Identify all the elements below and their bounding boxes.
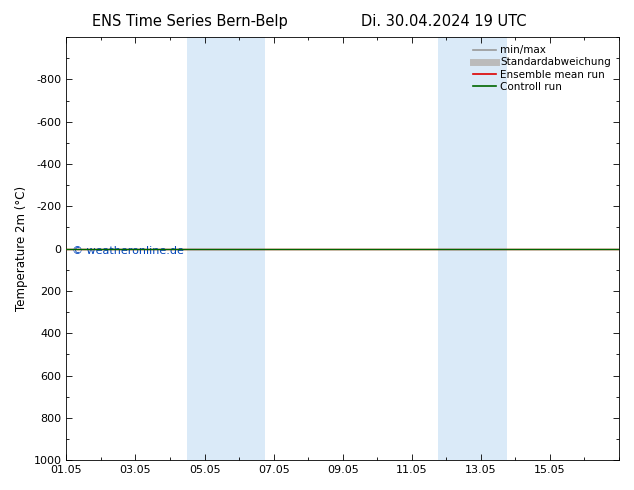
- Bar: [437, 37, 507, 460]
- Bar: [187, 37, 265, 460]
- Text: ENS Time Series Bern-Belp: ENS Time Series Bern-Belp: [93, 14, 288, 29]
- Text: © weatheronline.de: © weatheronline.de: [72, 246, 184, 256]
- Text: Di. 30.04.2024 19 UTC: Di. 30.04.2024 19 UTC: [361, 14, 527, 29]
- Y-axis label: Temperature 2m (°C): Temperature 2m (°C): [15, 186, 28, 311]
- Legend: min/max, Standardabweichung, Ensemble mean run, Controll run: min/max, Standardabweichung, Ensemble me…: [470, 42, 614, 95]
